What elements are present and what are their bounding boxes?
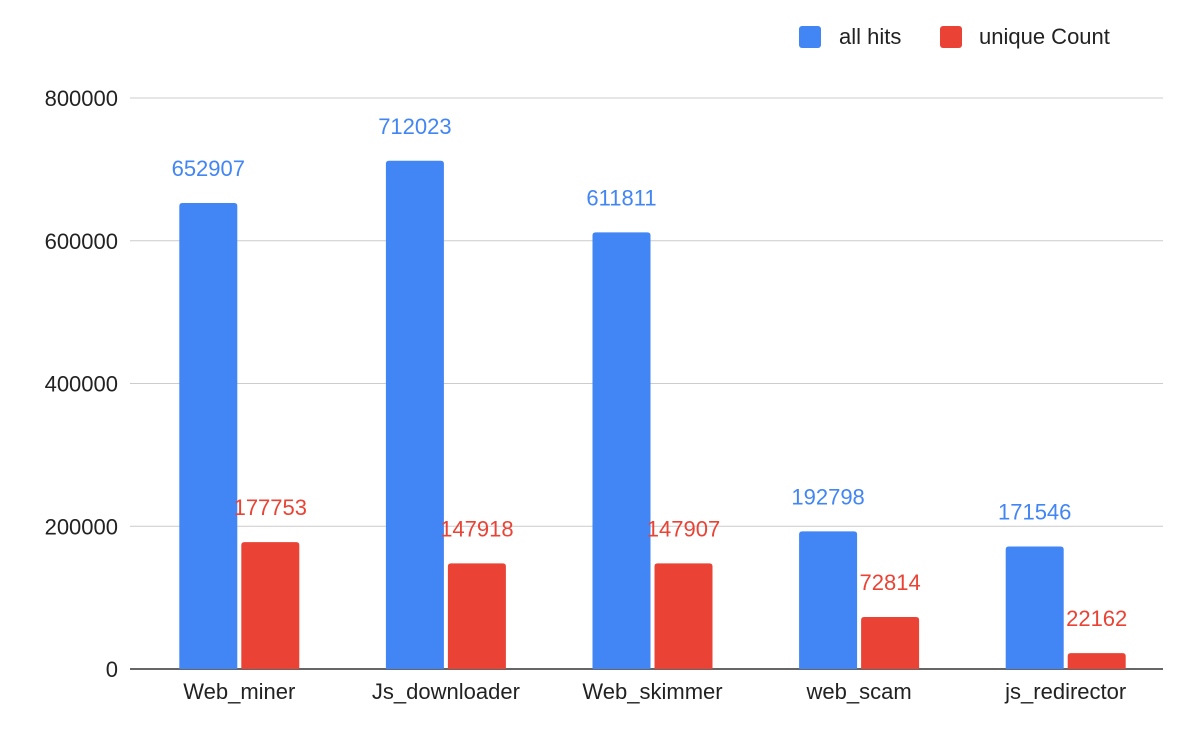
y-axis-ticks: 0 200000 400000 600000 800000 [45,86,118,682]
y-tick-label: 200000 [45,514,118,539]
bar-all-hits-js-redirector[interactable] [1005,546,1064,669]
y-tick-label: 800000 [45,86,118,111]
data-label: 147918 [440,516,513,541]
data-label: 712023 [378,114,451,139]
x-category-label: Js_downloader [372,679,520,704]
legend-label[interactable]: unique Count [979,24,1110,49]
bar-unique-count-web-skimmer[interactable] [654,563,713,669]
legend-swatch[interactable] [940,26,962,48]
data-label: 22162 [1066,606,1127,631]
data-label: 611811 [586,185,656,210]
legend-swatch[interactable] [799,26,821,48]
data-labels: 652907 177753 712023 147918 611811 147907 1927… [172,114,1128,631]
data-label: 192798 [791,484,864,509]
y-tick-label: 400000 [45,372,118,397]
bar-all-hits-web-scam[interactable] [799,531,858,669]
legend-label[interactable]: all hits [839,24,901,49]
bar-unique-count-js-downloader[interactable] [447,563,506,669]
x-category-label: web_scam [806,679,912,704]
data-label: 72814 [860,570,921,595]
x-category-label: js_redirector [1004,679,1126,704]
x-axis-categories: Web_miner Js_downloader Web_skimmer web_sca… [183,679,1126,704]
bar-unique-count-web-scam[interactable] [861,617,920,669]
bar-all-hits-web-miner[interactable] [179,202,238,670]
data-label: 652907 [172,156,245,181]
bar-unique-count-web-miner[interactable] [241,542,300,669]
x-category-label: Web_skimmer [582,679,722,704]
y-tick-label: 600000 [45,229,118,254]
bar-unique-count-js-redirector[interactable] [1067,653,1126,669]
bars [179,160,1126,670]
data-label: 171546 [998,500,1071,525]
y-tick-label: 0 [106,657,118,682]
bar-all-hits-js-downloader[interactable] [385,160,444,669]
bar-all-hits-web-skimmer[interactable] [592,232,651,670]
legend: all hits unique Count [799,24,1110,49]
data-label: 177753 [234,495,307,520]
data-label: 147907 [647,516,720,541]
x-category-label: Web_miner [183,679,295,704]
